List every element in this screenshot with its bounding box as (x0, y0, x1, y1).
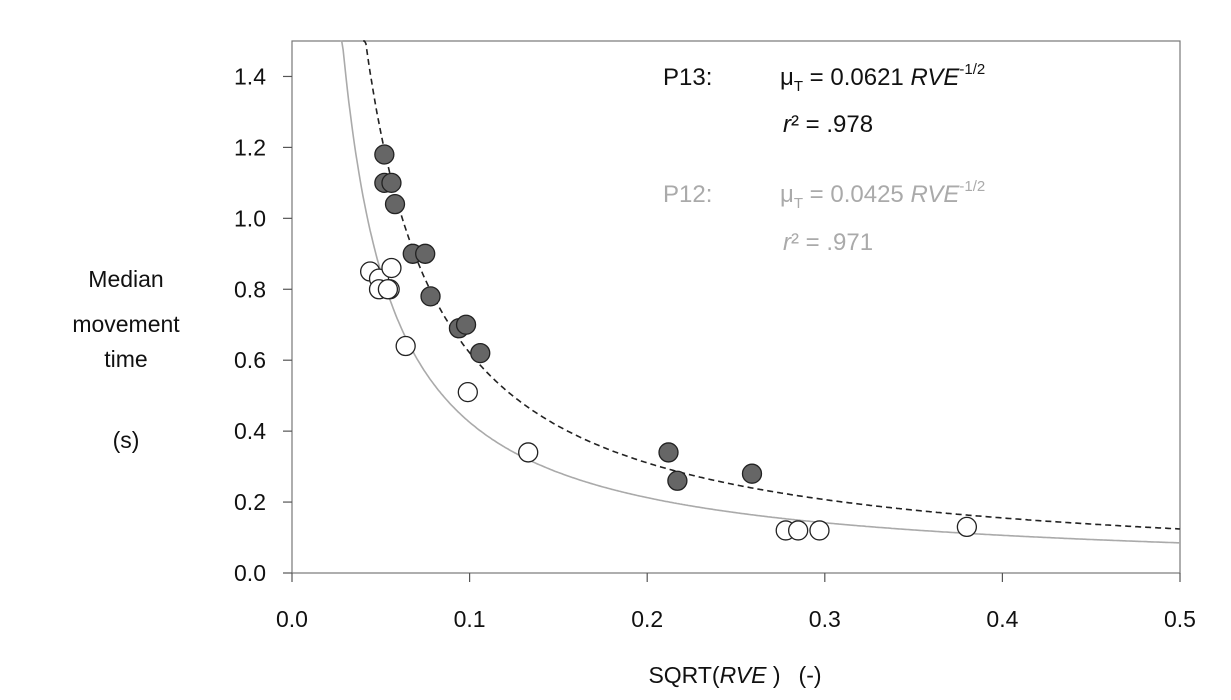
y-tick-label: 1.2 (234, 134, 266, 160)
point-p12 (518, 442, 539, 463)
point-p13 (420, 286, 441, 307)
x-axis-label-pre: SQRT( (648, 662, 719, 688)
axes: 0.0 0.2 0.4 0.6 0.8 1.0 1.2 1.4 0.0 0.1 0.2 0.3 0.4 0… (234, 63, 1196, 632)
annotation-p12: P12: μT = 0.0425 RVE-1/2 r² = .971 (663, 178, 985, 256)
x-axis-label-post: ) (766, 662, 780, 688)
point-p12 (809, 520, 830, 541)
point-p13 (455, 314, 477, 335)
point-p13 (667, 470, 688, 491)
fit-lines (340, 40, 1181, 544)
x-axis-label-italic: RVE (720, 662, 768, 688)
fit-line-p13 (363, 40, 1181, 530)
annotation-p12-r2: r² = .971 (783, 229, 873, 256)
point-p13 (470, 342, 491, 364)
x-tick-label: 0.0 (276, 606, 308, 632)
x-tick-label: 0.3 (809, 606, 841, 632)
y-tick-label: 0.2 (234, 489, 266, 515)
y-tick-label: 0.8 (234, 276, 266, 302)
x-axis-label: SQRT(RVE ) (-) (648, 662, 821, 688)
annotation-p13-equation: μT = 0.0621 RVE-1/2 (780, 61, 985, 95)
annotation-p13-r2: r² = .978 (783, 111, 873, 138)
point-p12 (381, 257, 402, 279)
point-p12 (457, 381, 478, 403)
annotation-p12-label: P12: (663, 181, 712, 208)
plot-frame (291, 40, 1181, 574)
y-axis-label-line-1: Median (88, 266, 163, 292)
y-axis-label: Median movement time (s) (72, 266, 180, 453)
y-tick-label: 0.0 (234, 560, 266, 586)
fit-line-p12 (340, 40, 1181, 544)
x-tick-label: 0.4 (986, 606, 1018, 632)
y-axis-label-unit: (s) (113, 427, 140, 453)
x-tick-label: 0.1 (454, 606, 486, 632)
point-p12 (395, 335, 416, 357)
x-tick-label: 0.5 (1164, 606, 1196, 632)
point-p13 (741, 463, 763, 484)
x-tick-label: 0.2 (631, 606, 663, 632)
y-tick-label: 1.4 (234, 63, 266, 89)
annotation-p13: P13: μT = 0.0621 RVE-1/2 r² = .978 (663, 61, 985, 138)
point-p12 (788, 520, 809, 541)
y-axis-label-line-2: movement (72, 311, 180, 337)
y-tick-label: 0.4 (234, 418, 266, 444)
point-p12 (377, 279, 399, 300)
y-tick-label: 1.0 (234, 205, 266, 231)
point-p13 (374, 144, 395, 165)
point-p12 (956, 516, 978, 538)
point-p13 (658, 442, 679, 463)
annotation-p13-label: P13: (663, 64, 712, 91)
point-p13 (384, 193, 406, 215)
y-axis-label-line-3: time (104, 346, 147, 372)
point-p13 (381, 172, 402, 194)
data-points (359, 144, 978, 541)
x-axis-label-unit: (-) (799, 662, 822, 688)
y-tick-label: 0.6 (234, 347, 266, 373)
annotation-p12-equation: μT = 0.0425 RVE-1/2 (780, 178, 985, 212)
point-p13 (415, 243, 436, 264)
